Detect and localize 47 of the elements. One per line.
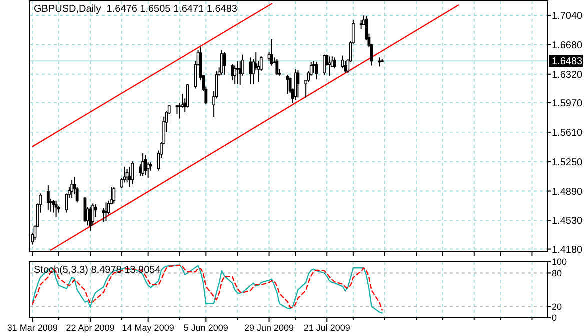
candlestick bbox=[236, 60, 240, 85]
candlestick bbox=[112, 186, 116, 204]
y-tick-label: 1.5250 bbox=[552, 157, 584, 168]
candlestick bbox=[144, 154, 148, 176]
y-tick-label: 1.5610 bbox=[552, 128, 584, 139]
chart-title: GBPUSD,Daily 1.6476 1.6505 1.6471 1.6483 bbox=[34, 4, 238, 15]
candlestick bbox=[276, 58, 279, 76]
y-tick-label: 1.4180 bbox=[552, 244, 584, 256]
y-tick-label: 1.4890 bbox=[552, 186, 584, 198]
candlestick bbox=[234, 65, 237, 85]
ref-line-label: 1.6483 bbox=[552, 56, 584, 68]
x-tick-label: 5 Jun 2009 bbox=[184, 323, 228, 333]
y-tick-label: 1.7040 bbox=[552, 11, 584, 22]
candlestick bbox=[220, 50, 224, 76]
candlestick bbox=[146, 162, 150, 179]
y-tick-label: 1.4530 bbox=[552, 216, 584, 228]
candlestick bbox=[131, 161, 134, 185]
candlestick bbox=[223, 52, 226, 76]
y-tick-label: 1.6680 bbox=[552, 40, 584, 52]
x-tick-label: 31 Mar 2009 bbox=[7, 323, 58, 333]
candlestick bbox=[231, 64, 234, 81]
candlestick bbox=[328, 56, 332, 76]
candlestick bbox=[286, 74, 290, 95]
y-tick-label: 1.6320 bbox=[552, 70, 584, 81]
y-tick-label: 100 bbox=[552, 257, 568, 268]
y-tick-label: 0 bbox=[552, 313, 558, 324]
candlestick bbox=[323, 54, 326, 76]
x-tick-label: 22 Apr 2009 bbox=[66, 323, 115, 333]
candlestick bbox=[294, 68, 298, 102]
candlestick bbox=[341, 55, 344, 70]
candlestick bbox=[334, 57, 336, 70]
y-tick-label: 20 bbox=[552, 302, 562, 312]
candlestick bbox=[70, 179, 74, 199]
x-tick-label: 14 May 2009 bbox=[122, 323, 174, 333]
y-tick-label: 1.5970 bbox=[552, 98, 584, 110]
candlestick bbox=[176, 104, 179, 115]
x-tick-label: 29 Jun 2009 bbox=[244, 323, 294, 333]
candlestick bbox=[142, 153, 145, 177]
candlestick bbox=[126, 168, 129, 184]
candlestick bbox=[104, 202, 108, 222]
y-tick-label: 80 bbox=[552, 268, 562, 278]
candlestick bbox=[52, 200, 56, 214]
candlestick bbox=[54, 200, 58, 218]
candlestick bbox=[270, 38, 274, 66]
candlestick bbox=[46, 184, 50, 211]
x-tick-label: 21 Jul 2009 bbox=[304, 323, 350, 333]
candlestick bbox=[315, 62, 318, 80]
